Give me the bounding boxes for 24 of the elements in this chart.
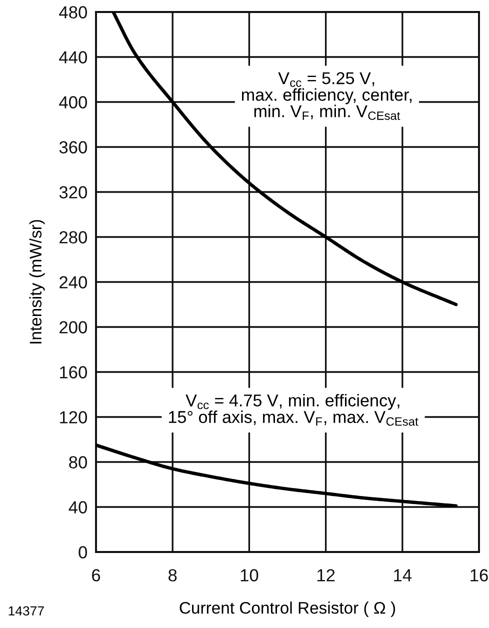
x-tick-label: 12 <box>317 569 335 582</box>
y-tick-label: 320 <box>59 186 87 198</box>
y-tick-label: 480 <box>59 6 87 18</box>
y-axis-title: Intensity (mW/sr) <box>29 220 45 344</box>
x-tick-label: 10 <box>240 569 258 582</box>
x-tick-label: 8 <box>168 569 177 582</box>
text: V$_{cc}$ = 5.25 V, max. efficiency, center, min. V$_{F}$, min. V$_{CEsat}$ <box>242 72 412 120</box>
x-axis-title: Current Control Resistor ( Ω ) <box>180 602 396 618</box>
y-tick-label: 280 <box>60 231 87 244</box>
y-tick-label: 0 <box>78 546 87 558</box>
text: V$_{cc}$ = 4.75 V, min. efficiency, 15° off axis, max. V$_{F}$, max. V$_{CEsat}$ <box>168 394 418 426</box>
text: 14377 <box>8 606 44 616</box>
x-tick-label: 14 <box>394 569 412 582</box>
x-tick-label: 6 <box>92 569 100 582</box>
y-tick-label: 200 <box>60 321 87 334</box>
y-tick-label: 160 <box>60 366 87 378</box>
y-tick-label: 240 <box>60 276 87 288</box>
y-tick-label: 440 <box>59 51 87 64</box>
y-tick-label: 40 <box>68 501 87 514</box>
y-tick-label: 400 <box>59 96 87 108</box>
y-tick-label: 360 <box>59 141 87 154</box>
y-tick-label: 80 <box>69 456 87 468</box>
x-tick-label: 16 <box>470 569 488 582</box>
y-tick-label: 120 <box>60 411 87 424</box>
